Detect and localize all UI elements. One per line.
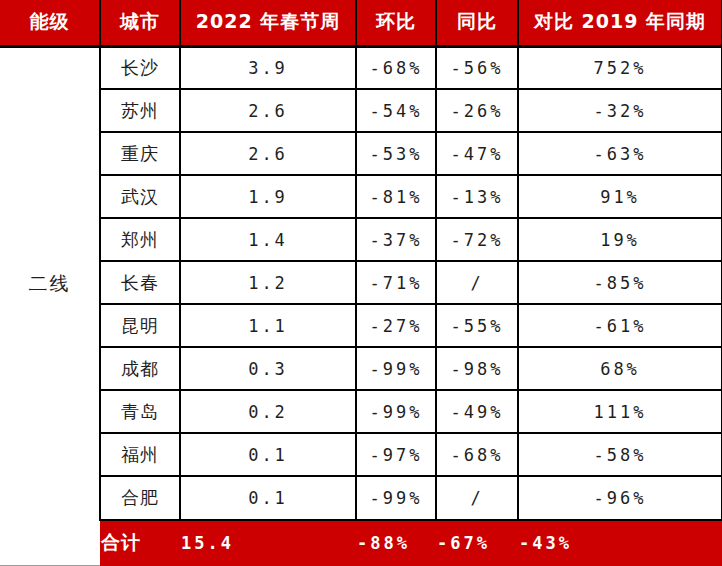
total-yoy-cell: -67% [436,520,518,566]
header-yoy: 同比 [436,0,518,46]
week2022-cell: 1.9 [180,175,356,218]
table-row: 长春 1.2 -71% / -85% [0,261,722,304]
vs2019-cell: -85% [518,261,722,304]
yoy-cell: / [436,261,518,304]
yoy-cell: -47% [436,132,518,175]
city-cell: 重庆 [100,132,180,175]
city-cell: 合肥 [100,476,180,519]
mom-cell: -71% [356,261,436,304]
table-row: 重庆 2.6 -53% -47% -63% [0,132,722,175]
tier-footer-cell [0,520,100,566]
vs2019-cell: -32% [518,89,722,132]
week2022-cell: 0.2 [180,390,356,433]
table-row: 武汉 1.9 -81% -13% 91% [0,175,722,218]
week2022-cell: 1.1 [180,304,356,347]
vs2019-cell: -61% [518,304,722,347]
mom-cell: -54% [356,89,436,132]
table-row: 福州 0.1 -97% -68% -58% [0,433,722,476]
yoy-cell: -72% [436,218,518,261]
mom-cell: -27% [356,304,436,347]
city-cell: 苏州 [100,89,180,132]
week2022-cell: 1.4 [180,218,356,261]
yoy-cell: -56% [436,46,518,89]
vs2019-cell: 68% [518,347,722,390]
mom-cell: -68% [356,46,436,89]
mom-cell: -81% [356,175,436,218]
yoy-cell: -68% [436,433,518,476]
vs2019-cell: 91% [518,175,722,218]
table-row: 苏州 2.6 -54% -26% -32% [0,89,722,132]
week2022-cell: 0.1 [180,476,356,519]
city-cell: 郑州 [100,218,180,261]
total-label-cell: 合计 [100,520,180,566]
yoy-cell: -49% [436,390,518,433]
week2022-cell: 0.3 [180,347,356,390]
table-row: 郑州 1.4 -37% -72% 19% [0,218,722,261]
total-week2022-cell: 15.4 [180,520,356,566]
week2022-cell: 3.9 [180,46,356,89]
city-cell: 长沙 [100,46,180,89]
header-tier: 能级 [0,0,100,46]
header-vs2019: 对比 2019 年同期 [518,0,722,46]
header-row: 能级 城市 2022 年春节周 环比 同比 对比 2019 年同期 [0,0,722,46]
table-header: 能级 城市 2022 年春节周 环比 同比 对比 2019 年同期 [0,0,722,46]
table-row: 二线长沙 3.9 -68% -56% 752% [0,46,722,89]
total-row: 合计 15.4 -88% -67% -43% [0,520,722,566]
table-row: 青岛 0.2 -99% -49% 111% [0,390,722,433]
city-cell: 青岛 [100,390,180,433]
table-footer: 合计 15.4 -88% -67% -43% [0,520,722,566]
table-row: 合肥 0.1 -99% / -96% [0,476,722,519]
tier-cell: 二线 [0,46,100,520]
total-mom-cell: -88% [356,520,436,566]
yoy-cell: -55% [436,304,518,347]
vs2019-cell: 752% [518,46,722,89]
mom-cell: -99% [356,476,436,519]
week2022-cell: 2.6 [180,89,356,132]
mom-cell: -99% [356,390,436,433]
vs2019-cell: 19% [518,218,722,261]
mom-cell: -53% [356,132,436,175]
city-cell: 长春 [100,261,180,304]
vs2019-cell: -96% [518,476,722,519]
table-row: 昆明 1.1 -27% -55% -61% [0,304,722,347]
spring-festival-table-screen: 能级 城市 2022 年春节周 环比 同比 对比 2019 年同期 二线长沙 3… [0,0,722,566]
city-cell: 武汉 [100,175,180,218]
vs2019-cell: -63% [518,132,722,175]
yoy-cell: -26% [436,89,518,132]
week2022-cell: 2.6 [180,132,356,175]
header-mom: 环比 [356,0,436,46]
mom-cell: -97% [356,433,436,476]
table-body: 二线长沙 3.9 -68% -56% 752% 苏州 2.6 -54% -26%… [0,46,722,520]
week2022-cell: 0.1 [180,433,356,476]
mom-cell: -37% [356,218,436,261]
table-row: 成都 0.3 -99% -98% 68% [0,347,722,390]
total-vs2019-cell: -43% [518,520,722,566]
city-cell: 成都 [100,347,180,390]
tier2-cities-table: 能级 城市 2022 年春节周 环比 同比 对比 2019 年同期 二线长沙 3… [0,0,722,566]
city-cell: 福州 [100,433,180,476]
city-cell: 昆明 [100,304,180,347]
yoy-cell: -13% [436,175,518,218]
header-week2022: 2022 年春节周 [180,0,356,46]
vs2019-cell: 111% [518,390,722,433]
yoy-cell: / [436,476,518,519]
vs2019-cell: -58% [518,433,722,476]
mom-cell: -99% [356,347,436,390]
week2022-cell: 1.2 [180,261,356,304]
header-city: 城市 [100,0,180,46]
yoy-cell: -98% [436,347,518,390]
